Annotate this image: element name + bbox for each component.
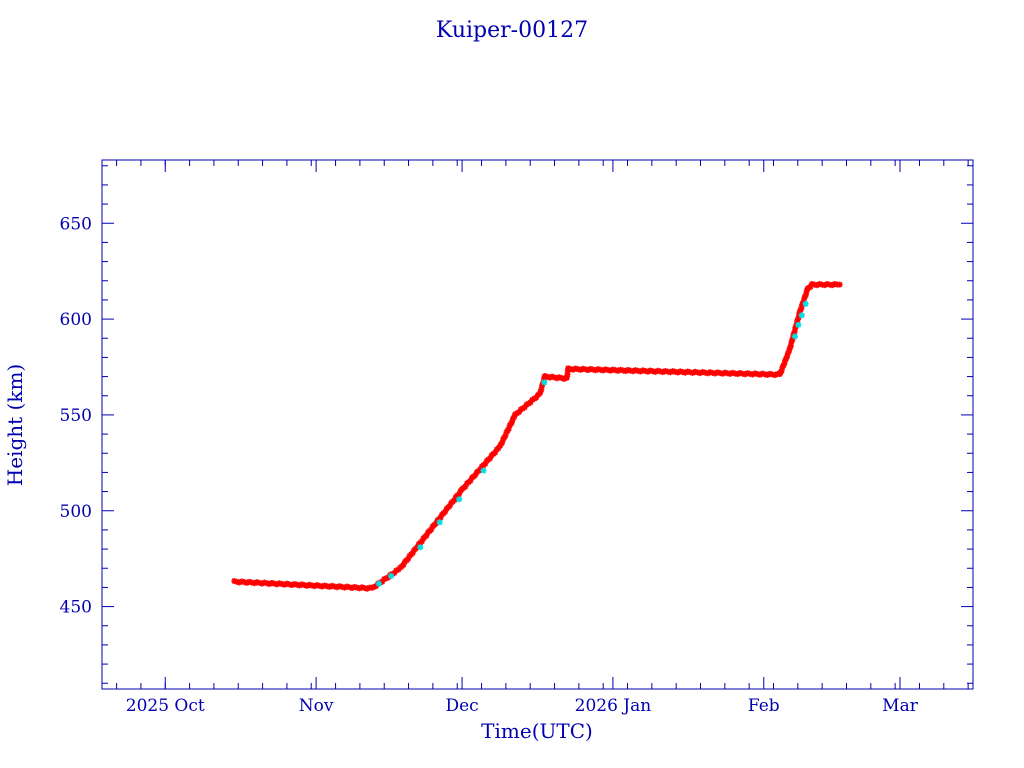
x-tick-label: Nov [299, 696, 334, 716]
plot-frame [101, 159, 974, 690]
data-point [541, 372, 548, 379]
data-point-secondary [798, 312, 805, 319]
x-tick-label: Mar [882, 696, 919, 716]
y-tick-label: 650 [60, 214, 92, 234]
data-point [749, 371, 756, 378]
y-tick-label: 450 [60, 598, 92, 618]
data-point-secondary [480, 467, 487, 474]
data-point [418, 538, 425, 545]
data-point-secondary [802, 300, 809, 307]
x-tick-label: 2025 Oct [126, 696, 205, 716]
data-point-secondary [388, 573, 395, 579]
y-tick-label: 600 [60, 310, 92, 330]
chart-title: Kuiper-00127 [436, 18, 588, 43]
data-point [836, 281, 843, 288]
data-point [341, 584, 348, 591]
data-point-secondary [795, 321, 802, 328]
y-tick-label: 500 [60, 502, 92, 522]
x-axis-label: Time(UTC) [481, 719, 593, 743]
data-point [311, 583, 318, 590]
data-point-secondary [436, 519, 443, 526]
data-point-secondary [375, 580, 382, 587]
x-tick-label: Dec [445, 696, 478, 716]
x-tick-label: 2026 Jan [575, 696, 652, 716]
data-point-secondary [456, 496, 463, 503]
y-tick-label: 550 [60, 406, 92, 426]
x-tick-label: Feb [748, 696, 780, 716]
data-point-secondary [791, 333, 798, 340]
y-axis-label: Height (km) [3, 364, 27, 486]
data-point-secondary [417, 544, 424, 551]
data-point-secondary [541, 379, 548, 386]
